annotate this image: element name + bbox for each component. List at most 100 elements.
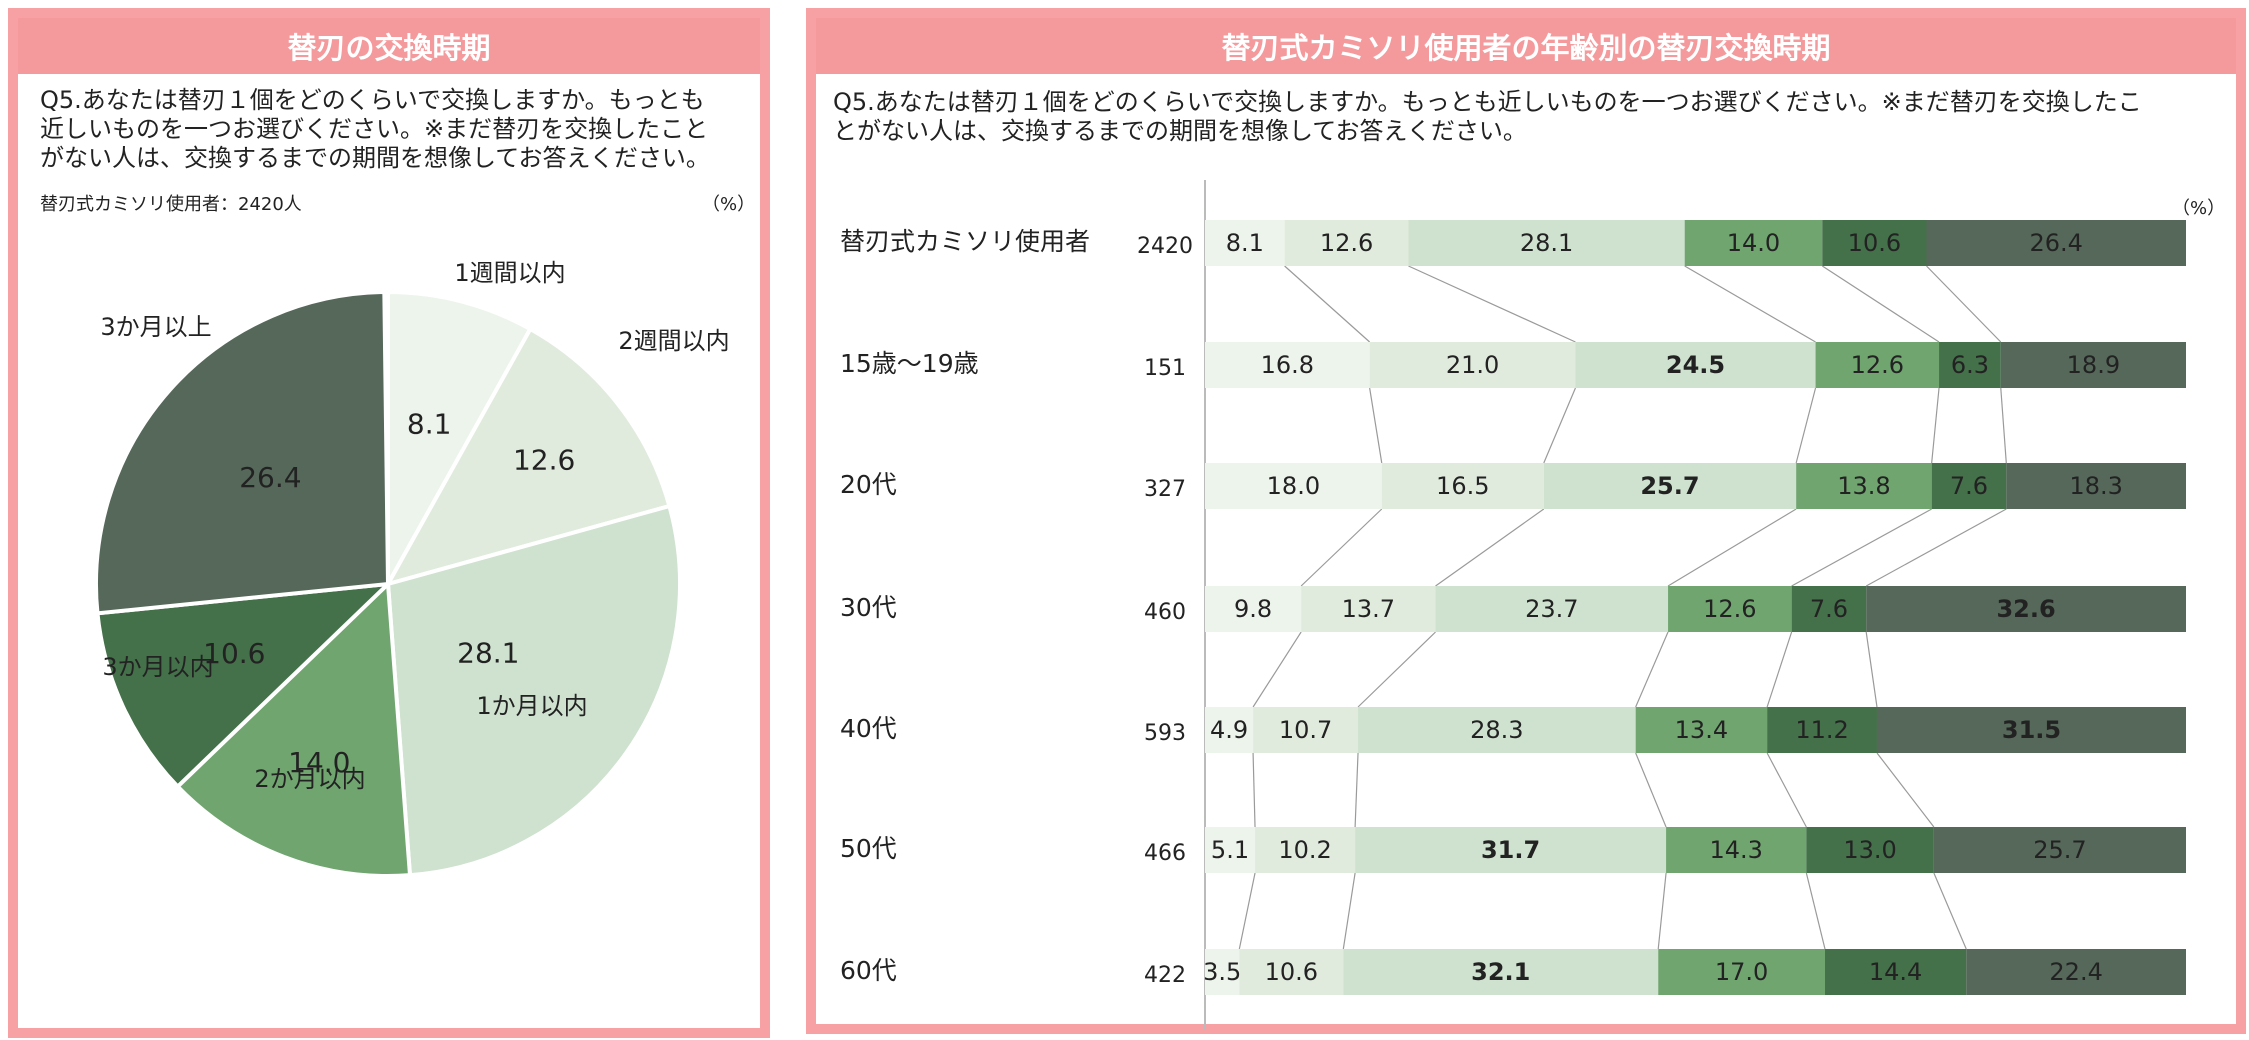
bar-segment xyxy=(1966,949,2186,995)
bar-segment xyxy=(1822,220,1927,266)
pie-category-label-6: 3か月以上 xyxy=(100,313,211,341)
pie-value-label-6: 26.4 xyxy=(239,461,301,494)
bar-segment xyxy=(1343,949,1659,995)
bar-segment xyxy=(2000,342,2186,388)
bar-segment xyxy=(1369,342,1576,388)
bar-value-label: 32.6 xyxy=(1996,595,2055,623)
bar-segment xyxy=(1575,342,1816,388)
bar-segment xyxy=(1205,586,1302,632)
series-connector-line xyxy=(2000,387,2007,464)
series-connector-line xyxy=(1238,872,1256,950)
bar-value-label: 12.6 xyxy=(1851,351,1904,379)
bar-segment xyxy=(1931,463,2007,509)
bar-segment xyxy=(1933,827,2186,873)
left-unit-label: （%） xyxy=(702,194,756,215)
series-connector-line xyxy=(1805,872,1826,950)
bar-value-label: 12.6 xyxy=(1320,229,1373,257)
bar-segment xyxy=(1301,586,1436,632)
bar-segment xyxy=(1824,949,1967,995)
right-unit-label: （%） xyxy=(2172,198,2226,219)
series-connector-line xyxy=(1369,387,1383,464)
bar-value-label: 16.8 xyxy=(1261,351,1314,379)
bar-segment xyxy=(1255,827,1356,873)
series-connector-line xyxy=(1821,265,1940,343)
bar-value-label: 28.3 xyxy=(1470,716,1523,744)
bar-value-label: 25.7 xyxy=(1640,472,1699,500)
bar-value-label: 26.4 xyxy=(2030,229,2083,257)
series-connector-line xyxy=(1252,752,1256,828)
pie-value-label-5: 10.6 xyxy=(203,637,265,670)
bar-value-label: 8.1 xyxy=(1226,229,1264,257)
bar-value-label: 10.6 xyxy=(1265,958,1318,986)
pie-slice-6 xyxy=(94,289,391,616)
series-connector-line xyxy=(1342,872,1356,950)
series-connector-line xyxy=(1926,265,2002,343)
pie-category-label-3: 1か月以内 xyxy=(476,692,587,720)
bar-segment xyxy=(1435,586,1669,632)
pie-slice-1 xyxy=(386,289,534,592)
bar-value-label: 21.0 xyxy=(1446,351,1499,379)
bar-value-label: 10.7 xyxy=(1279,716,1332,744)
series-connector-line xyxy=(1635,631,1669,708)
bar-value-label: 16.5 xyxy=(1436,472,1489,500)
bar-value-label: 4.9 xyxy=(1210,716,1248,744)
bar-segment xyxy=(1239,949,1344,995)
row-sample-size-label: 466 xyxy=(1144,841,1186,866)
bar-segment xyxy=(1284,220,1409,266)
pie-slice-3 xyxy=(385,503,682,878)
series-connector-line xyxy=(1252,631,1302,708)
pie-value-label-2: 12.6 xyxy=(513,443,575,476)
left-panel-title: 替刃の交換時期 xyxy=(18,18,760,74)
bar-segment xyxy=(1939,342,2001,388)
bar-value-label: 32.1 xyxy=(1471,958,1530,986)
bar-segment xyxy=(1205,827,1256,873)
bar-segment xyxy=(1796,463,1932,509)
pie-slice-2 xyxy=(383,326,672,588)
series-connector-line xyxy=(1408,265,1576,343)
series-connector-line xyxy=(1766,631,1793,708)
bar-value-label: 14.3 xyxy=(1709,836,1762,864)
pie-value-label-4: 14.0 xyxy=(288,746,350,779)
bar-value-label: 3.5 xyxy=(1203,958,1241,986)
bar-value-label: 14.0 xyxy=(1727,229,1780,257)
bar-segment xyxy=(1408,220,1685,266)
series-connector-line xyxy=(1300,508,1383,587)
series-connector-line xyxy=(1435,508,1545,587)
bar-segment xyxy=(1205,220,1285,266)
bar-value-label: 17.0 xyxy=(1715,958,1768,986)
series-connector-line xyxy=(1543,387,1577,464)
bar-value-label: 5.1 xyxy=(1211,836,1249,864)
bar-value-label: 22.4 xyxy=(2049,958,2102,986)
series-connector-line xyxy=(1931,387,1940,464)
bar-segment xyxy=(1926,220,2186,266)
row-sample-size-label: 422 xyxy=(1144,963,1186,988)
pie-category-label-2: 2週間以内 xyxy=(618,327,729,355)
row-category-label: 替刃式カミソリ使用者 xyxy=(840,227,1090,256)
bar-value-label: 13.7 xyxy=(1342,595,1395,623)
row-category-label: 40代 xyxy=(840,714,897,743)
pie-slice-5 xyxy=(95,581,394,790)
series-connector-line xyxy=(1284,265,1371,343)
series-connector-line xyxy=(1635,752,1667,828)
left-question-text: Q5.あなたは替刃１個をどのくらいで交換しますか。もっとも 近しいものを一つお選… xyxy=(40,86,710,172)
series-connector-line xyxy=(1354,752,1359,828)
bar-value-label: 10.2 xyxy=(1278,836,1331,864)
bar-segment xyxy=(1767,707,1877,753)
bar-segment xyxy=(1635,707,1768,753)
bar-value-label: 18.3 xyxy=(2069,472,2122,500)
bar-segment xyxy=(1668,586,1792,632)
pie-value-label-1: 8.1 xyxy=(407,408,452,441)
pie-category-label-1: 1週間以内 xyxy=(454,259,565,287)
bar-segment xyxy=(1543,463,1797,509)
bar-segment xyxy=(1815,342,1940,388)
right-question-text: Q5.あなたは替刃１個をどのくらいで交換しますか。もっとも近しいものを一つお選び… xyxy=(833,88,2142,145)
bar-segment xyxy=(1684,220,1823,266)
row-category-label: 50代 xyxy=(840,834,897,863)
row-sample-size-label: 460 xyxy=(1144,600,1186,625)
bar-segment xyxy=(2006,463,2186,509)
bar-segment xyxy=(1658,949,1825,995)
row-sample-size-label: 593 xyxy=(1144,721,1186,746)
bar-value-label: 13.8 xyxy=(1837,472,1890,500)
bar-segment xyxy=(1791,586,1867,632)
